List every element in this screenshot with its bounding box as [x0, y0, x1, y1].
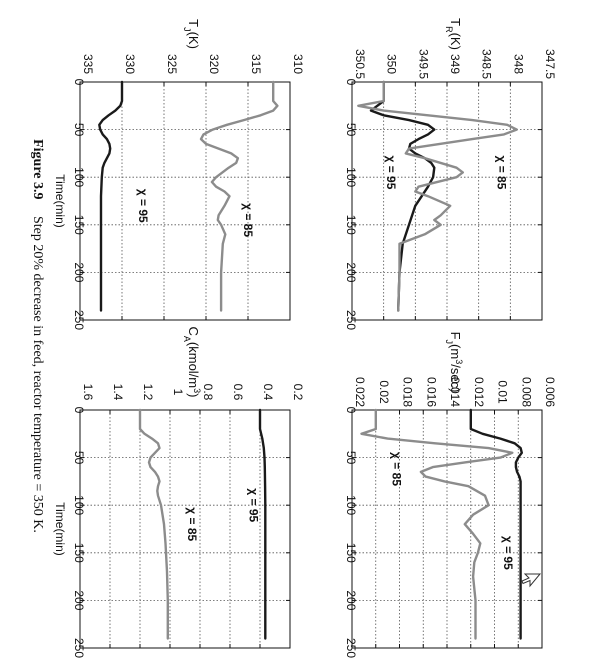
x-axis-label: Time(min): [53, 502, 67, 556]
figure-caption: Figure 3.9 Step 20% decrease in feed, re…: [30, 139, 47, 533]
x-tick-label: 150: [72, 543, 86, 563]
plot-frame: [79, 81, 291, 321]
mouse-pointer-icon: [521, 573, 542, 588]
series-annotation: χ = 95: [136, 189, 150, 223]
series-annotation: χ = 85: [495, 155, 509, 189]
x-tick-label: 50: [344, 123, 358, 137]
y-axis-label: CA(kmol/m3): [182, 327, 202, 398]
x-tick-label: 250: [344, 638, 358, 658]
y-tick-label: 348.5: [480, 49, 494, 79]
y-tick-label: 315: [249, 54, 263, 74]
y-tick-label: 0.006: [543, 377, 557, 407]
x-tick-label: 200: [72, 262, 86, 282]
y-tick-label: 0.6: [231, 384, 245, 401]
y-tick-label: 0.014: [448, 377, 462, 407]
x-tick-label: 50: [72, 451, 86, 465]
x-tick-label: 250: [72, 310, 86, 330]
y-tick-label: 325: [165, 54, 179, 74]
series-line-chi85: [138, 408, 170, 640]
x-tick-label: 200: [344, 262, 358, 282]
y-tick-label: 310: [291, 54, 305, 74]
series-line-chi95: [469, 408, 523, 640]
series-line-chi95: [369, 80, 436, 312]
series-line-chi85: [357, 80, 518, 312]
y-tick-label: 0.018: [401, 377, 415, 407]
x-tick-label: 250: [344, 310, 358, 330]
y-tick-label: 1.2: [141, 384, 155, 401]
y-tick-label: 347.5: [543, 49, 557, 79]
y-tick-label: 320: [207, 54, 221, 74]
series-annotation: χ = 85: [185, 507, 199, 541]
series-line-chi95: [98, 80, 124, 312]
y-tick-label: 335: [81, 54, 95, 74]
chart-tj: 0 50 100 150 200 250 310 315 320 325 330 335 TJ(K) Ti…: [53, 19, 305, 330]
x-axis-label: Time(min): [53, 174, 67, 228]
x-tick-label: 150: [344, 543, 358, 563]
x-tick-label: 0: [344, 407, 358, 414]
x-tick-label: 150: [72, 215, 86, 235]
plots-layer: 050100150200250347.5348348.5349349.53503…: [53, 18, 557, 658]
y-tick-label: 349.5: [416, 49, 430, 79]
x-tick-label: 100: [344, 495, 358, 515]
y-tick-label: 1.6: [81, 384, 95, 401]
y-tick-label: 0.02: [377, 380, 391, 404]
y-tick-label: 330: [123, 54, 137, 74]
x-tick-label: 100: [72, 495, 86, 515]
chart-tr: 0 50 100 150 200 250 347.5 348 348.5 349 349.5 350 3…: [344, 18, 557, 330]
y-tick-label: 0.8: [201, 384, 215, 401]
y-tick-label: 350.5: [353, 49, 367, 79]
x-tick-label: 0: [72, 79, 86, 86]
y-tick-label: 1.4: [111, 384, 125, 401]
y-tick-label: 348: [511, 54, 525, 74]
y-tick-label: 0.016: [424, 377, 438, 407]
y-tick-label: 0.4: [261, 384, 275, 401]
y-axis-label: FJ(m3/sec): [444, 332, 464, 393]
series-annotation: χ = 85: [389, 452, 403, 486]
caption-label: Figure 3.9: [30, 139, 45, 199]
series-annotation: χ = 85: [241, 203, 255, 237]
y-axis-label: TR(K): [444, 18, 463, 50]
svg-text:Figure 3.9 Step 20% de: Figure 3.9 Step 20% decrease in feed, re…: [30, 139, 47, 533]
x-tick-label: 0: [72, 407, 86, 414]
series-line-chi85: [360, 408, 514, 640]
series-annotation: χ = 95: [247, 488, 261, 522]
y-tick-label: 0.012: [472, 377, 486, 407]
y-tick-label: 350: [385, 54, 399, 74]
y-tick-label: 1: [171, 389, 185, 396]
series-annotation: χ = 95: [501, 536, 515, 570]
x-tick-label: 0: [344, 79, 358, 86]
chart-ca: 0 50 100 150 200 250 0.2 0.4 0.6 0.8 1 1.2 1.4 1.6 CA(…: [53, 327, 305, 659]
y-tick-label: 0.022: [353, 377, 367, 407]
x-tick-label: 50: [72, 123, 86, 137]
series-line-chi85: [199, 80, 279, 312]
x-tick-label: 200: [344, 590, 358, 610]
plot-frame: [79, 409, 291, 649]
x-tick-label: 200: [72, 590, 86, 610]
series-annotation: χ = 95: [384, 155, 398, 189]
y-tick-label: 0.01: [496, 380, 510, 404]
series-line-chi95: [258, 408, 267, 640]
x-tick-label: 50: [344, 451, 358, 465]
y-tick-label: 0.008: [519, 377, 533, 407]
x-tick-label: 100: [344, 167, 358, 187]
x-tick-label: 150: [344, 215, 358, 235]
caption-text: Step 20% decrease in feed, reactor tempe…: [30, 216, 45, 533]
y-axis-label: TJ(K): [182, 19, 201, 49]
y-tick-label: 349: [448, 54, 462, 74]
x-tick-label: 100: [72, 167, 86, 187]
x-tick-label: 250: [72, 638, 86, 658]
chart-fj: 0 50 100 150 200 250 0.006 0.008 0.01 0.012 0.014 0…: [344, 332, 557, 659]
y-tick-label: 0.2: [291, 384, 305, 401]
